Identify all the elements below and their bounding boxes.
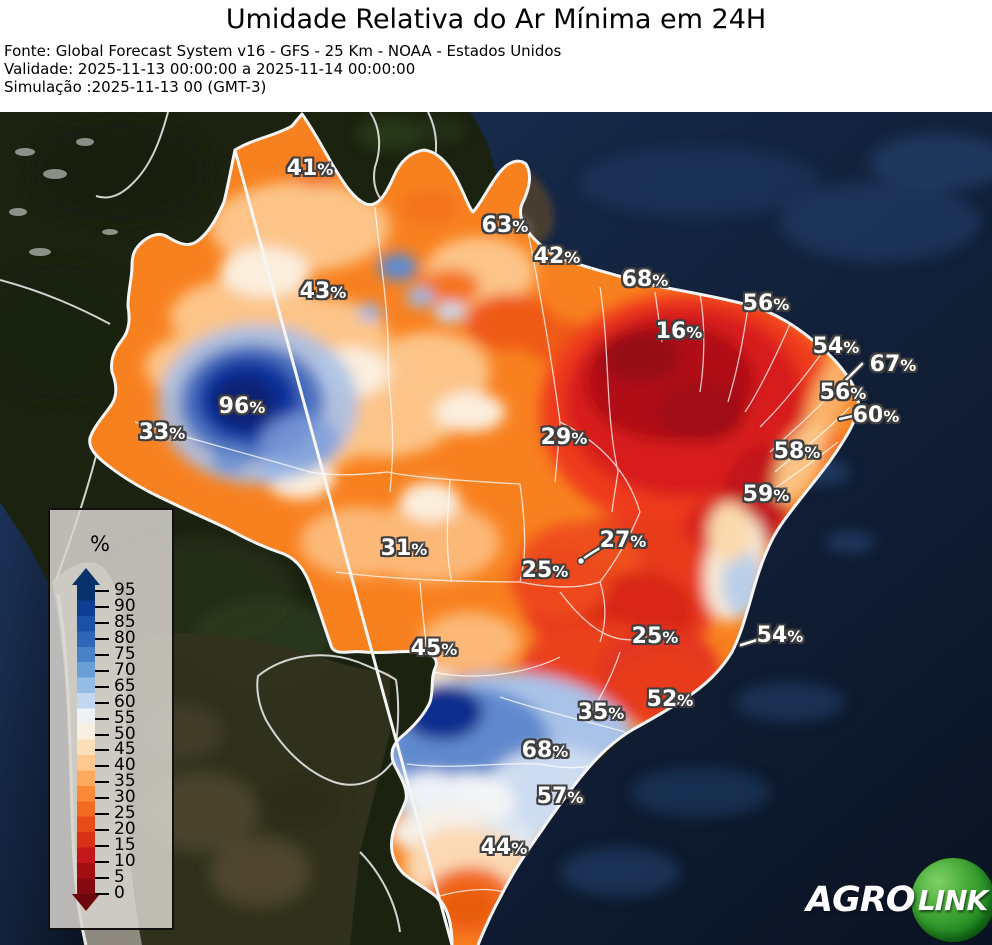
colorbar-tick <box>95 590 109 592</box>
colorbar-tick <box>95 765 109 768</box>
colorbar-tick <box>95 637 109 640</box>
colorbar-tick-label: 0 <box>114 882 125 903</box>
agrolink-logo: AGRO LINK <box>806 856 992 944</box>
colorbar-tick <box>95 813 109 816</box>
colorbar-tick <box>95 861 109 864</box>
humidity-label: 27% <box>599 528 647 554</box>
label-leader-lines <box>576 361 865 648</box>
colorbar-tick <box>95 653 109 656</box>
colorbar <box>77 585 95 894</box>
colorbar-tick <box>95 829 109 832</box>
colorbar-tick <box>95 781 109 784</box>
humidity-label: 57% <box>536 784 584 810</box>
simulation-line: Simulação :2025-11-13 00 (GMT-3) <box>4 78 267 96</box>
humidity-label: 56% <box>819 380 867 406</box>
humidity-label: 25% <box>631 624 679 650</box>
colorbar-tick-label: 5 <box>114 867 125 888</box>
colorbar-tick-label: 40 <box>114 755 136 776</box>
colorbar-tick <box>95 749 109 752</box>
colorbar-tick-label: 10 <box>114 851 136 872</box>
colorbar-tick <box>95 877 109 880</box>
colorbar-tick-label: 35 <box>114 771 136 792</box>
colorbar-tick-label: 55 <box>114 707 136 728</box>
forecast-map: 41% 63% 42% 68% 43% 56% 16% 54% 67% 56% 96% 60% 33% 2… <box>0 112 992 945</box>
colorbar-tick-label: 25 <box>114 803 136 824</box>
validity-line: Validade: 2025-11-13 00:00:00 a 2025-11-… <box>4 60 416 78</box>
legend: % 95 90 85 80 75 70 65 60 55 50 45 40 35 30 25 20 15 10 5 0 <box>48 508 174 930</box>
humidity-label: 43% <box>299 279 347 305</box>
colorbar-tick-label: 45 <box>114 739 136 760</box>
humidity-label: 68% <box>521 738 569 764</box>
colorbar-tick-label: 65 <box>114 675 136 696</box>
humidity-label: 96% <box>218 394 266 420</box>
humidity-label: 56% <box>742 291 790 317</box>
humidity-label: 29% <box>540 425 588 451</box>
colorbar-tick-label: 20 <box>114 819 136 840</box>
humidity-label: 33% <box>138 420 186 446</box>
colorbar-tick-label: 30 <box>114 787 136 808</box>
colorbar-tick-label: 90 <box>114 595 136 616</box>
ocean-texture <box>560 134 992 897</box>
logo-green-sphere: LINK <box>910 858 992 942</box>
humidity-label: 63% <box>481 213 529 239</box>
humidity-label: 41% <box>286 156 334 182</box>
humidity-label: 35% <box>577 700 625 726</box>
colorbar-arrow-top <box>72 568 100 585</box>
colorbar-tick-label: 15 <box>114 835 136 856</box>
page-title: Umidade Relativa do Ar Mínima em 24H <box>225 4 767 35</box>
clouds <box>9 138 118 256</box>
humidity-label: 59% <box>742 482 790 508</box>
colorbar-tick-label: 85 <box>114 611 136 632</box>
logo-text-agro: AGRO <box>806 880 916 920</box>
humidity-label: 16% <box>655 319 703 345</box>
map-graphic <box>0 112 992 945</box>
humidity-label: 44% <box>480 835 528 861</box>
logo-text-link: LINK <box>917 883 988 917</box>
colorbar-tick <box>95 845 109 848</box>
colorbar-tick-label: 80 <box>114 627 136 648</box>
humidity-label: 68% <box>621 267 669 293</box>
colorbar-tick <box>95 685 109 688</box>
humidity-label: 42% <box>533 244 581 270</box>
colorbar-tick-label: 75 <box>114 643 136 664</box>
colorbar-tick <box>95 701 109 704</box>
humidity-label: 45% <box>410 636 458 662</box>
humidity-label: 60% <box>852 403 900 429</box>
colorbar-tick-label: 60 <box>114 691 136 712</box>
brazil-border <box>88 112 860 945</box>
colorbar-tick <box>95 605 109 608</box>
humidity-label: 31% <box>380 536 428 562</box>
colorbar-tick <box>95 797 109 800</box>
legend-title: % <box>90 532 110 556</box>
source-line: Fonte: Global Forecast System v16 - GFS … <box>4 42 562 60</box>
humidity-label: 67% <box>869 352 917 378</box>
colorbar-tick-label: 95 <box>114 580 136 600</box>
colorbar-arrow-bottom <box>72 894 100 911</box>
colorbar-tick-label: 50 <box>114 723 136 744</box>
colorbar-tick-label: 70 <box>114 659 136 680</box>
header: Umidade Relativa do Ar Mínima em 24H Fon… <box>0 0 992 112</box>
humidity-label: 54% <box>812 334 860 360</box>
humidity-label: 25% <box>521 558 569 584</box>
humidity-label: 54% <box>756 623 804 649</box>
colorbar-tick <box>95 669 109 672</box>
colorbar-tick <box>95 892 109 895</box>
colorbar-tick <box>95 621 109 624</box>
humidity-label: 52% <box>646 687 694 713</box>
colorbar-tick <box>95 733 109 736</box>
humidity-label: 58% <box>773 439 821 465</box>
colorbar-tick <box>95 717 109 720</box>
